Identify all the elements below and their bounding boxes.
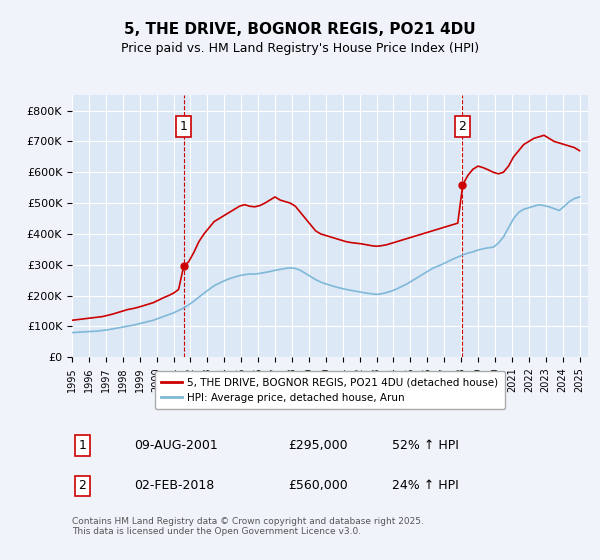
Text: £295,000: £295,000: [289, 439, 349, 452]
Legend: 5, THE DRIVE, BOGNOR REGIS, PO21 4DU (detached house), HPI: Average price, detac: 5, THE DRIVE, BOGNOR REGIS, PO21 4DU (de…: [155, 371, 505, 409]
Text: Contains HM Land Registry data © Crown copyright and database right 2025.
This d: Contains HM Land Registry data © Crown c…: [72, 517, 424, 536]
Text: 52% ↑ HPI: 52% ↑ HPI: [392, 439, 459, 452]
Text: Price paid vs. HM Land Registry's House Price Index (HPI): Price paid vs. HM Land Registry's House …: [121, 42, 479, 55]
Text: 24% ↑ HPI: 24% ↑ HPI: [392, 479, 458, 492]
Text: 1: 1: [79, 439, 86, 452]
Text: 02-FEB-2018: 02-FEB-2018: [134, 479, 214, 492]
Text: 2: 2: [79, 479, 86, 492]
Text: 5, THE DRIVE, BOGNOR REGIS, PO21 4DU: 5, THE DRIVE, BOGNOR REGIS, PO21 4DU: [124, 22, 476, 38]
Text: 2: 2: [458, 120, 466, 133]
Text: 1: 1: [180, 120, 188, 133]
Text: £560,000: £560,000: [289, 479, 349, 492]
Text: 09-AUG-2001: 09-AUG-2001: [134, 439, 218, 452]
